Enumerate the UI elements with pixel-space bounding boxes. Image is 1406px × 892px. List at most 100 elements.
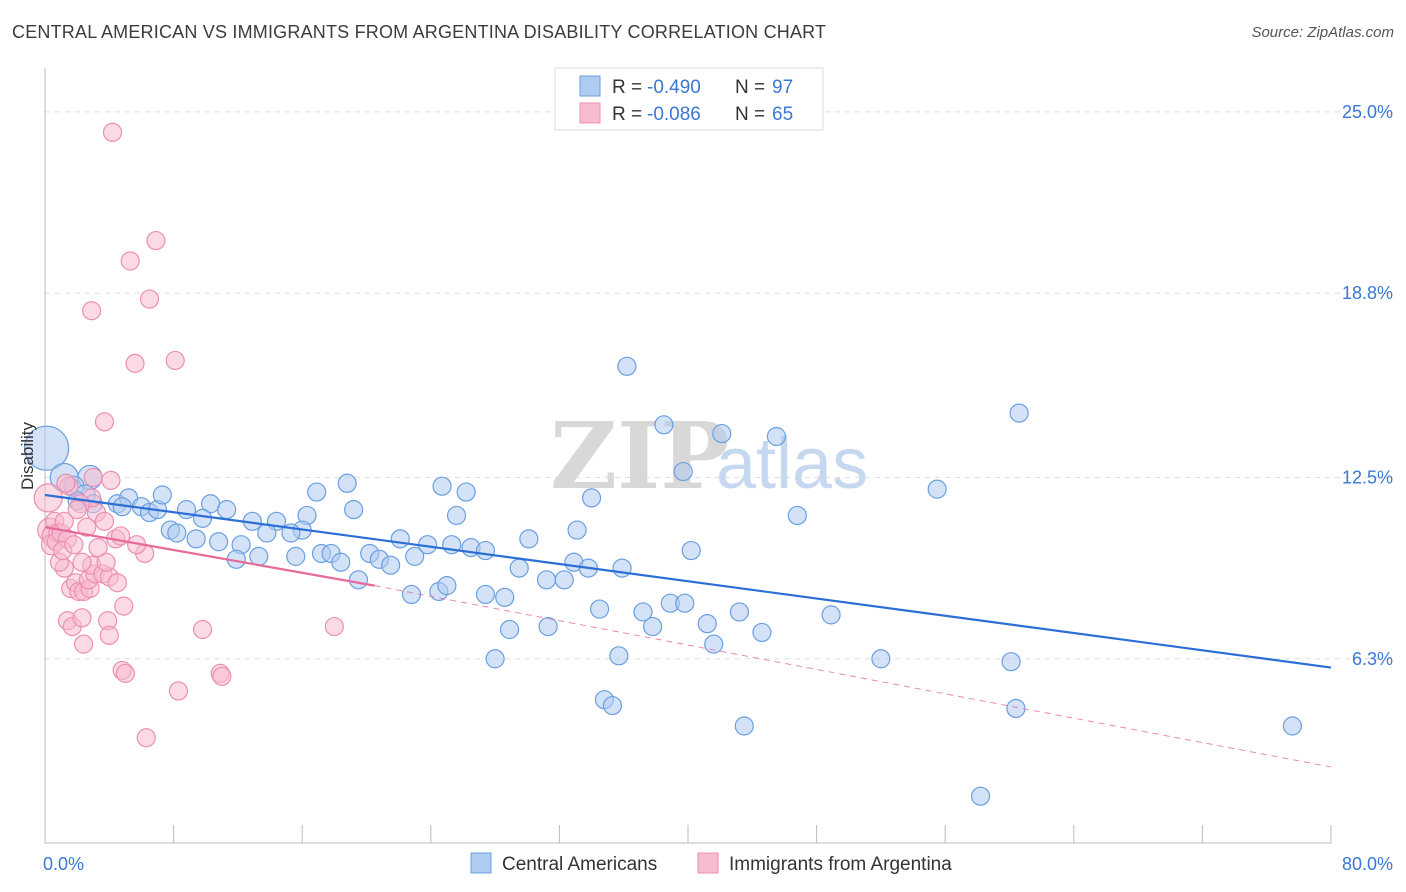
data-point bbox=[456, 482, 476, 502]
series-central-americans bbox=[24, 356, 1303, 806]
x-ticks bbox=[44, 825, 1332, 843]
data-point bbox=[519, 529, 539, 549]
y-tick-label: 6.3% bbox=[1352, 649, 1393, 669]
data-point bbox=[612, 558, 632, 578]
data-point bbox=[697, 614, 717, 634]
x-tick-label-min: 0.0% bbox=[43, 854, 84, 874]
data-point bbox=[94, 412, 115, 432]
trend-line-extension bbox=[374, 585, 1332, 768]
data-point bbox=[212, 666, 232, 686]
page-title: CENTRAL AMERICAN VS IMMIGRANTS FROM ARGE… bbox=[12, 22, 827, 42]
data-point bbox=[56, 473, 76, 493]
data-point bbox=[344, 500, 364, 520]
data-point bbox=[633, 602, 653, 622]
data-point bbox=[437, 576, 457, 596]
data-point bbox=[446, 505, 467, 526]
data-point bbox=[821, 605, 841, 625]
data-point bbox=[432, 476, 452, 496]
data-point bbox=[99, 625, 119, 645]
data-point bbox=[139, 289, 160, 309]
data-point bbox=[970, 786, 991, 806]
data-point bbox=[390, 529, 410, 549]
data-point bbox=[107, 573, 127, 593]
data-point bbox=[475, 584, 496, 605]
data-point bbox=[192, 508, 213, 528]
data-point bbox=[88, 538, 108, 558]
data-point bbox=[475, 540, 496, 561]
data-point bbox=[186, 529, 206, 549]
data-point bbox=[331, 552, 351, 572]
y-tick-label: 25.0% bbox=[1342, 102, 1393, 122]
data-point bbox=[120, 251, 140, 271]
legend-label-immigrants-from-argentina: Immigrants from Argentina bbox=[729, 854, 952, 875]
legend-stats: R = -0.490 N = 97 R = -0.086 N = 65 bbox=[554, 67, 824, 131]
data-point bbox=[675, 593, 695, 613]
legend-r-value-2: -0.086 bbox=[647, 104, 701, 125]
data-point bbox=[704, 634, 724, 654]
y-tick-label: 18.8% bbox=[1342, 283, 1393, 303]
data-point bbox=[654, 415, 674, 435]
legend-swatch-pink bbox=[579, 102, 601, 124]
data-point bbox=[927, 479, 947, 499]
data-point bbox=[734, 716, 754, 736]
data-point bbox=[1009, 403, 1029, 423]
data-point bbox=[77, 517, 97, 537]
data-point bbox=[729, 602, 750, 622]
data-point bbox=[101, 470, 121, 490]
data-point bbox=[673, 461, 693, 482]
data-point bbox=[589, 599, 610, 619]
legend-swatch-blue bbox=[579, 75, 601, 97]
data-point bbox=[192, 619, 213, 640]
data-point bbox=[72, 552, 92, 572]
data-point bbox=[96, 552, 116, 572]
data-point bbox=[217, 500, 237, 520]
gridlines bbox=[45, 111, 1393, 660]
data-point bbox=[643, 616, 663, 637]
data-point bbox=[348, 570, 369, 590]
data-point bbox=[538, 616, 558, 637]
data-point bbox=[94, 511, 115, 531]
data-point bbox=[152, 485, 172, 505]
data-point bbox=[581, 488, 602, 508]
legend-n-label-1: N = bbox=[735, 77, 765, 98]
source-label: Source: ZipAtlas.com bbox=[1251, 24, 1394, 41]
data-point bbox=[499, 619, 520, 640]
data-point bbox=[67, 500, 87, 520]
legend-series: Central Americans Immigrants from Argent… bbox=[470, 852, 952, 875]
y-tick-label: 12.5% bbox=[1342, 467, 1393, 487]
series-immigrants-from-argentina bbox=[33, 122, 344, 748]
data-point bbox=[165, 350, 185, 371]
data-point bbox=[602, 695, 623, 716]
data-point bbox=[681, 540, 701, 561]
data-point bbox=[495, 587, 515, 607]
data-point bbox=[1006, 698, 1026, 719]
watermark-atlas: atlas bbox=[716, 424, 868, 504]
data-point bbox=[871, 649, 891, 669]
data-point bbox=[115, 663, 135, 683]
legend-r-value-1: -0.490 bbox=[647, 77, 701, 98]
data-point bbox=[73, 634, 94, 654]
data-point bbox=[146, 230, 166, 251]
trend-lines bbox=[44, 493, 1332, 768]
data-point bbox=[485, 649, 505, 669]
data-point bbox=[168, 681, 189, 701]
data-point bbox=[401, 584, 422, 605]
y-axis-title: Disability bbox=[18, 421, 37, 490]
data-point bbox=[712, 423, 732, 444]
data-point bbox=[554, 570, 574, 590]
data-point bbox=[509, 558, 529, 578]
data-point bbox=[72, 608, 92, 628]
data-point bbox=[1001, 652, 1021, 672]
data-point bbox=[1282, 716, 1303, 736]
data-point bbox=[209, 532, 229, 552]
x-tick-label-max: 80.0% bbox=[1342, 854, 1393, 874]
data-point bbox=[536, 570, 557, 590]
watermark-zip: ZIP bbox=[550, 402, 729, 510]
data-point bbox=[567, 520, 587, 540]
legend-bottom-swatch-blue bbox=[470, 852, 492, 874]
legend-r-label-2: R = bbox=[612, 104, 642, 125]
data-point bbox=[617, 356, 637, 376]
data-point bbox=[82, 301, 102, 321]
trend-line bbox=[44, 526, 375, 587]
